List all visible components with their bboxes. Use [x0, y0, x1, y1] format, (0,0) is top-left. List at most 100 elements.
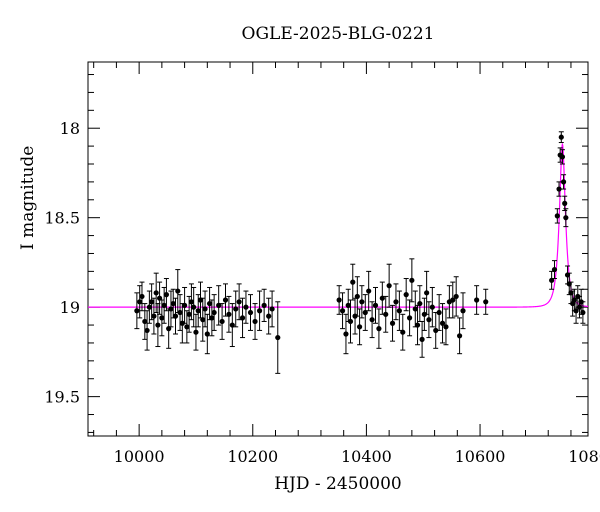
x-tick-label: 10400	[341, 447, 392, 466]
data-point	[356, 308, 363, 346]
data-marker	[193, 329, 199, 335]
data-point	[450, 281, 456, 319]
data-marker	[359, 299, 365, 305]
data-point	[558, 131, 564, 144]
data-point	[412, 290, 418, 328]
data-marker	[453, 293, 459, 300]
data-point	[433, 312, 439, 349]
data-point	[379, 281, 385, 315]
data-point	[474, 285, 480, 315]
data-point	[204, 313, 210, 355]
data-marker	[186, 311, 192, 317]
x-axis-label: HJD - 2450000	[274, 474, 402, 494]
data-marker	[419, 336, 425, 342]
data-marker	[429, 304, 435, 310]
data-marker	[400, 329, 406, 335]
data-point	[239, 297, 246, 339]
data-point	[359, 285, 365, 319]
data-marker	[559, 154, 566, 160]
data-marker	[563, 215, 569, 221]
data-point	[339, 292, 346, 330]
data-point	[573, 297, 579, 324]
data-point	[554, 208, 560, 224]
x-tick-label: 10800	[568, 447, 600, 466]
data-marker	[163, 292, 170, 298]
data-point	[436, 294, 442, 331]
data-marker	[393, 299, 399, 305]
data-marker	[424, 290, 430, 296]
data-point	[163, 278, 170, 312]
data-point	[350, 263, 356, 301]
data-point	[406, 299, 413, 337]
data-marker	[456, 333, 463, 339]
data-point	[414, 304, 421, 346]
data-point	[372, 286, 379, 324]
data-marker	[369, 317, 375, 323]
data-point	[191, 286, 197, 328]
data-marker	[191, 304, 197, 310]
data-marker	[460, 308, 466, 314]
data-marker	[417, 300, 423, 307]
data-point	[188, 283, 195, 321]
data-marker	[551, 266, 558, 273]
data-point	[403, 278, 409, 312]
data-marker	[233, 306, 239, 312]
data-point	[460, 292, 466, 330]
data-point	[172, 297, 179, 335]
data-marker	[275, 334, 281, 341]
data-marker	[219, 318, 225, 325]
data-marker	[554, 213, 560, 219]
data-point	[562, 195, 568, 212]
data-marker	[383, 311, 389, 317]
data-point	[226, 295, 232, 333]
data-marker	[211, 309, 217, 316]
data-marker	[389, 320, 396, 326]
y-tick-label: 19.5	[44, 388, 80, 407]
data-point	[261, 288, 267, 322]
data-marker	[149, 299, 155, 305]
data-marker	[350, 279, 356, 285]
data-marker	[142, 318, 148, 325]
data-point	[551, 260, 558, 280]
data-point	[236, 283, 242, 321]
data-point	[134, 292, 140, 330]
data-point	[429, 286, 435, 328]
data-marker	[236, 299, 242, 305]
data-point	[149, 283, 155, 321]
data-marker	[266, 313, 272, 319]
data-marker	[222, 297, 229, 303]
data-marker	[188, 299, 195, 305]
data-marker	[206, 300, 213, 307]
data-marker	[269, 306, 275, 312]
data-marker	[573, 308, 579, 314]
data-point	[453, 276, 459, 317]
data-point	[137, 285, 143, 319]
data-marker	[426, 317, 432, 323]
data-marker	[372, 302, 379, 308]
data-marker	[339, 308, 346, 314]
data-point	[443, 308, 449, 346]
data-point	[396, 290, 402, 331]
data-marker	[356, 324, 363, 330]
data-point	[424, 270, 430, 315]
data-marker	[209, 315, 215, 321]
data-marker	[243, 304, 249, 310]
data-marker	[483, 299, 489, 305]
x-tick-label: 10200	[227, 447, 278, 466]
chart-title: OGLE-2025-BLG-0221	[241, 24, 435, 44]
data-point	[211, 294, 217, 331]
data-marker	[161, 302, 167, 308]
data-marker	[172, 313, 179, 319]
data-marker	[177, 309, 183, 316]
data-marker	[144, 327, 150, 334]
data-point	[456, 317, 463, 355]
data-marker	[474, 297, 480, 303]
data-marker	[409, 277, 415, 283]
data-point	[354, 276, 360, 317]
data-marker	[433, 327, 439, 334]
y-tick-label: 18.5	[44, 209, 80, 228]
data-point	[389, 304, 396, 342]
data-marker	[134, 308, 140, 314]
data-marker	[406, 315, 413, 321]
data-marker	[386, 283, 392, 289]
